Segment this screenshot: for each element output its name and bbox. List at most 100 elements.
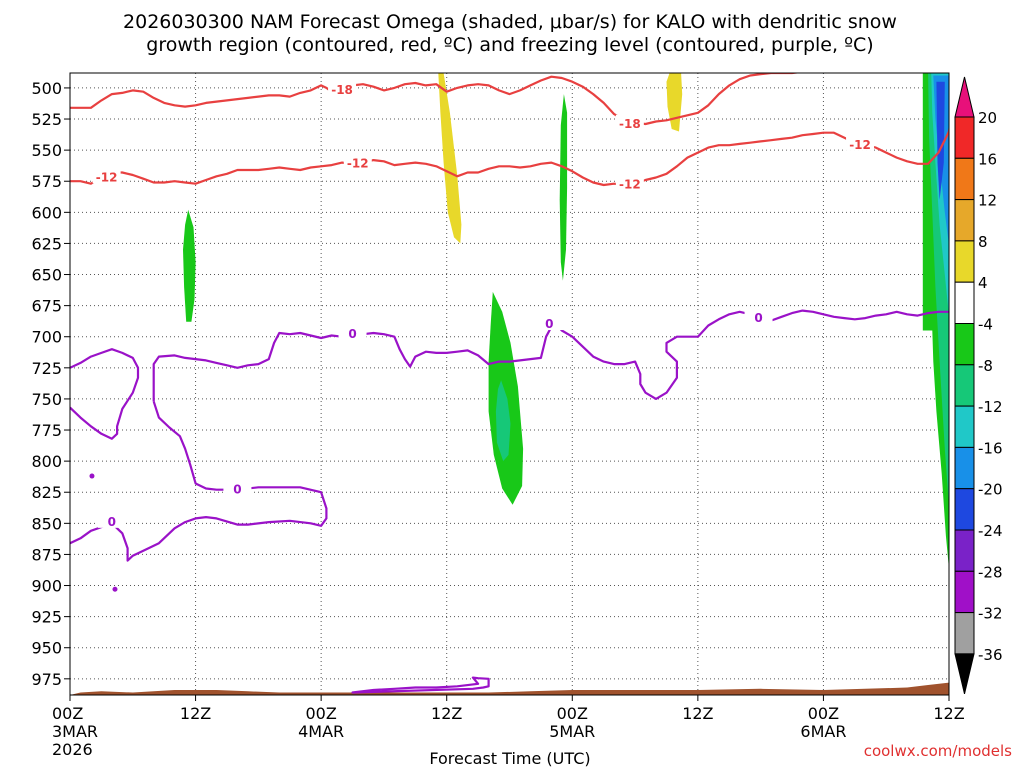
colorbar-tick-label: -12 (978, 398, 1003, 416)
contours: -18 -18 -12 -12 -12 -12 0 0 0 0 0 (70, 73, 949, 694)
contour-label: 0 (108, 515, 116, 529)
x-tick-label: 12Z (180, 704, 211, 723)
y-tick-label: 875 (31, 545, 62, 564)
y-tick-label: 775 (31, 421, 62, 440)
x-tick-label: 00Z (557, 704, 588, 723)
colorbar-tick-label: -20 (978, 481, 1003, 499)
colorbar-swatch (954, 446, 975, 490)
x-tick-label: 5MAR (549, 722, 595, 741)
y-tick-label: 750 (31, 390, 62, 409)
colorbar-tick-label: -16 (978, 439, 1003, 457)
y-tick-label: 725 (31, 359, 62, 378)
colorbar-swatch (954, 364, 975, 407)
contour-label-bg (328, 81, 357, 97)
colorbar-tick-label: -32 (978, 605, 1003, 623)
y-axis: 500 525 550 575 600 625 650 675 700 725 750 775 800 8… (31, 79, 70, 689)
contour-label-bg (535, 315, 564, 331)
omega-blob-yellow-5mar (666, 73, 683, 132)
y-tick-label: 525 (31, 110, 62, 129)
omega-shading (183, 73, 949, 570)
colorbar-tick-label: -8 (978, 357, 993, 375)
y-tick-label: 650 (31, 266, 62, 285)
contour-freezing_lower_loop (70, 401, 328, 562)
x-tick-label: 4MAR (298, 722, 344, 741)
contour-dendritic_minus12 (70, 124, 949, 187)
x-tick-label: 12Z (682, 704, 713, 723)
terrain-ground (70, 682, 949, 695)
colorbar-tick-label: 20 (978, 109, 997, 127)
plot-area: -18 -18 -12 -12 -12 -12 0 0 0 0 0 (69, 72, 950, 696)
chart-title-line1: 2026030300 NAM Forecast Omega (shaded, μ… (123, 11, 897, 33)
y-tick-label: 575 (31, 172, 62, 191)
contour-label-bg (97, 512, 126, 528)
x-tick-label: 12Z (431, 704, 462, 723)
colorbar-top-arrow (954, 76, 975, 118)
x-tick-label: 6MAR (800, 722, 846, 741)
contour-label-bg (343, 154, 372, 170)
colorbar-swatch (954, 199, 975, 242)
x-tick-label: 2026 (52, 740, 93, 759)
omega-blob-teal-4mar (495, 380, 511, 462)
contour-label: -12 (347, 157, 369, 171)
contour-label: 0 (754, 311, 762, 325)
colorbar-tick-label: -24 (978, 522, 1003, 540)
x-tick-label: 12Z (933, 704, 964, 723)
x-tick-label: 00Z (305, 704, 336, 723)
y-tick-label: 850 (31, 514, 62, 533)
y-tick-label: 675 (31, 297, 62, 316)
contour-label: -18 (331, 83, 353, 97)
colorbar: 20 16 12 8 4 -4 -8 -12 -16 -20 -24 -28 -32 -36 (954, 76, 1003, 695)
colorbar-swatch (954, 612, 975, 655)
y-tick-label: 600 (31, 203, 62, 222)
colorbar-tick-label: 16 (978, 150, 997, 168)
contour-freezing_upper (70, 348, 140, 440)
contour-label: -12 (96, 170, 118, 184)
omega-blob-green-5mar (559, 94, 568, 281)
omega-blob-right-darkblue (936, 81, 945, 200)
contour-label: -12 (619, 178, 641, 192)
colorbar-swatch (954, 323, 975, 366)
colorbar-swatch (954, 529, 975, 572)
chart-title-line2: growth region (contoured, red, ºC) and f… (146, 34, 873, 56)
contour-label: -18 (619, 117, 641, 131)
contour-label-bg (615, 175, 644, 191)
y-tick-label: 925 (31, 608, 62, 627)
y-tick-label: 550 (31, 141, 62, 160)
colorbar-swatch (954, 570, 975, 614)
y-tick-label: 625 (31, 234, 62, 253)
omega-blob-12z-3mar (183, 209, 196, 322)
contour-label-bg (615, 114, 644, 130)
colorbar-swatch (954, 157, 975, 201)
x-tick-label: 3MAR (52, 722, 98, 741)
y-tick-label: 825 (31, 483, 62, 502)
colorbar-tick-label: -36 (978, 646, 1003, 664)
colorbar-swatch (954, 240, 975, 283)
colorbar-bottom-arrow (954, 653, 975, 695)
credit-text: coolwx.com/models (864, 742, 1012, 760)
y-tick-label: 950 (31, 639, 62, 658)
x-tick-label: 00Z (808, 704, 839, 723)
omega-blob-yellow-4mar (438, 73, 462, 244)
y-tick-label: 700 (31, 328, 62, 347)
contour-freezing_ground (351, 676, 490, 694)
y-tick-label: 900 (31, 577, 62, 596)
colorbar-tick-label: 12 (978, 192, 997, 210)
contour-label: 0 (348, 327, 356, 341)
colorbar-swatch (954, 281, 975, 325)
terrain (70, 682, 949, 695)
contour-dot (89, 473, 95, 479)
colorbar-swatch (954, 488, 975, 531)
x-tick-label: 00Z (52, 704, 83, 723)
contour-label: -12 (849, 138, 871, 152)
colorbar-tick-label: 8 (978, 233, 988, 251)
y-tick-label: 500 (31, 79, 62, 98)
contour-dot (112, 586, 118, 592)
y-tick-label: 975 (31, 670, 62, 689)
contour-label-bg (92, 168, 121, 184)
y-tick-label: 800 (31, 452, 62, 471)
contour-label: 0 (233, 482, 241, 496)
colorbar-tick-label: 4 (978, 274, 988, 292)
contour-label: 0 (545, 317, 553, 331)
contour-dendritic_minus18 (70, 73, 802, 126)
